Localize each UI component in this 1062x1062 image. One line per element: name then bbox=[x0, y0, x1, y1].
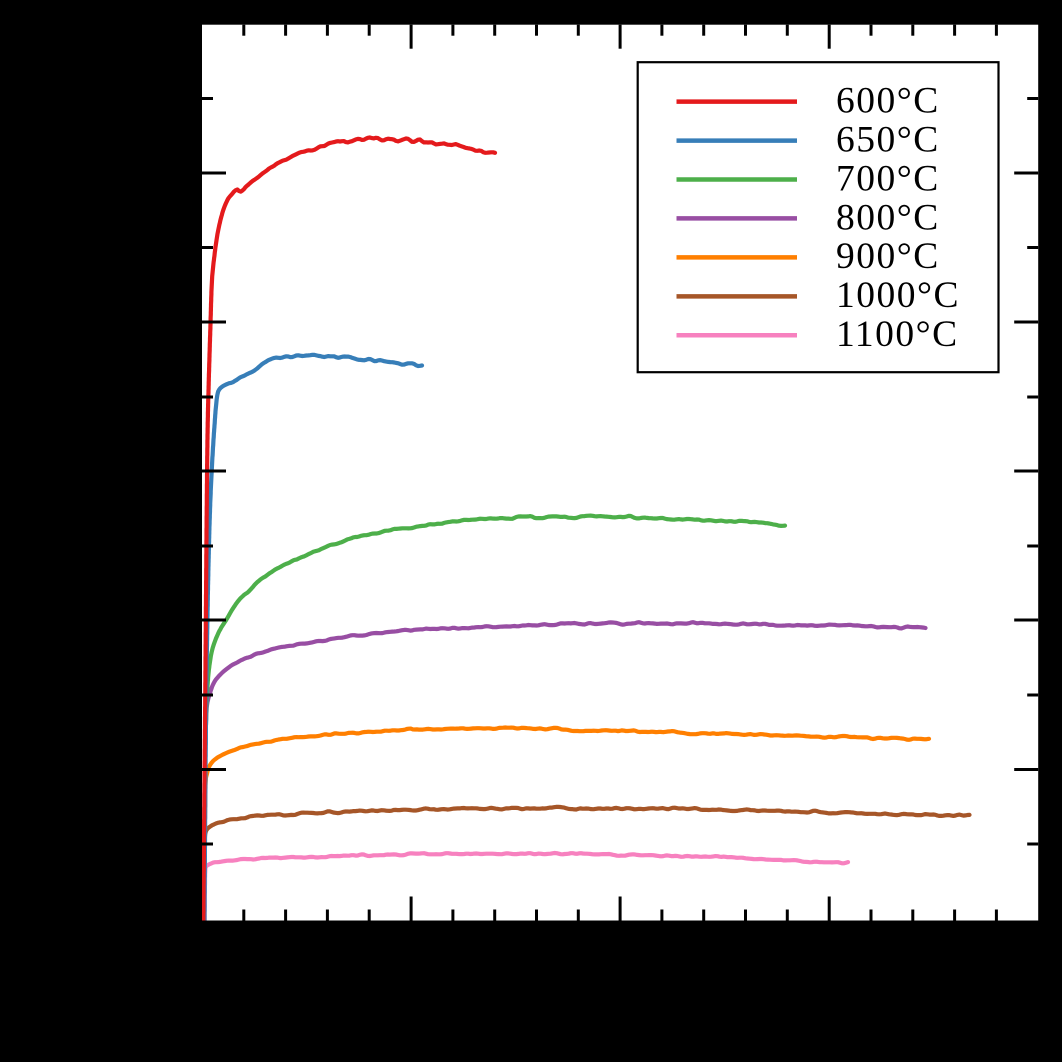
svg-text:650°C: 650°C bbox=[836, 119, 940, 160]
svg-text:800°C: 800°C bbox=[836, 197, 940, 238]
svg-text:1000°C: 1000°C bbox=[836, 275, 960, 316]
svg-text:700°C: 700°C bbox=[836, 158, 940, 199]
svg-text:1100°C: 1100°C bbox=[836, 314, 959, 355]
svg-text:900°C: 900°C bbox=[836, 236, 940, 277]
svg-text:600°C: 600°C bbox=[836, 80, 940, 121]
